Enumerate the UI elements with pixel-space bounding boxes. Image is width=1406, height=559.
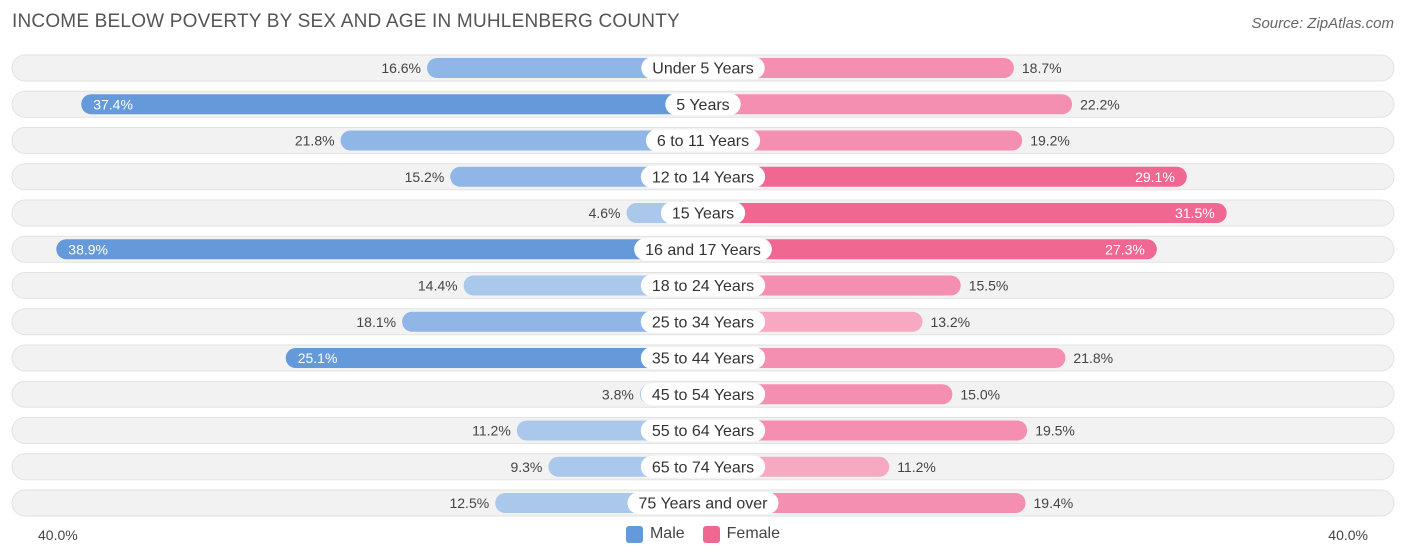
female-value-label: 15.5% — [969, 278, 1009, 294]
category-label: Under 5 Years — [652, 61, 753, 78]
female-bar — [703, 420, 1028, 441]
male-bar — [81, 94, 704, 115]
female-value-label: 18.7% — [1022, 60, 1062, 76]
category-label: 35 to 44 Years — [652, 351, 754, 368]
male-value-label: 14.4% — [418, 278, 458, 294]
category-pill — [627, 492, 779, 514]
female-value-label: 19.2% — [1030, 133, 1070, 149]
axis-right-label: 40.0% — [1328, 527, 1368, 543]
legend-label-male: Male — [649, 525, 685, 542]
category-pill — [640, 419, 766, 442]
category-pill — [640, 455, 766, 478]
male-value-label: 16.6% — [381, 60, 421, 76]
legend: Male Female — [0, 524, 1406, 544]
male-value-label: 18.1% — [356, 314, 396, 330]
female-bar — [703, 239, 1157, 260]
category-label: 75 Years and over — [639, 496, 769, 513]
category-pill — [634, 238, 772, 261]
male-bar — [427, 58, 703, 78]
female-bar — [703, 384, 953, 405]
category-pill — [640, 310, 766, 333]
category-label: 6 to 11 Years — [657, 133, 749, 150]
male-bar — [285, 348, 703, 368]
male-value-label: 25.1% — [298, 350, 338, 366]
female-value-label: 15.0% — [960, 386, 1000, 402]
female-value-label: 31.5% — [1175, 205, 1215, 221]
category-pill — [640, 274, 766, 297]
female-bar — [703, 203, 1227, 223]
category-pill — [640, 383, 766, 406]
male-value-label: 11.2% — [472, 423, 511, 439]
axis-left-label: 40.0% — [38, 527, 78, 543]
female-bar — [703, 348, 1066, 368]
category-pill — [660, 202, 746, 224]
male-value-label: 3.8% — [602, 386, 634, 402]
category-pill — [645, 129, 761, 152]
category-label: 12 to 14 Years — [652, 169, 754, 186]
category-pill — [640, 165, 766, 188]
category-label: 5 Years — [676, 97, 729, 114]
female-bar — [703, 130, 1023, 151]
male-value-label: 12.5% — [449, 495, 489, 511]
legend-swatch-male — [625, 525, 643, 543]
male-bar — [450, 166, 703, 187]
female-value-label: 27.3% — [1105, 241, 1145, 257]
male-value-label: 37.4% — [93, 96, 133, 112]
category-label: 45 to 54 Years — [652, 387, 754, 404]
source-label: Source: ZipAtlas.com — [1251, 15, 1394, 32]
male-value-label: 15.2% — [405, 169, 445, 185]
category-label: 16 and 17 Years — [645, 242, 761, 259]
category-pill — [665, 93, 741, 116]
female-bar — [703, 166, 1187, 187]
legend-item-male[interactable]: Male — [625, 525, 685, 543]
category-label: 18 to 24 Years — [652, 278, 754, 295]
category-pill — [641, 57, 765, 79]
male-bar — [402, 311, 703, 332]
chart-canvas: 16.6% 18.7% Under 5 Years 37.4% 22.2% 5 Years… — [11, 54, 1395, 517]
female-value-label: 22.2% — [1080, 96, 1120, 112]
category-label: 15 Years — [672, 206, 734, 223]
female-bar — [703, 275, 961, 296]
male-value-label: 38.9% — [68, 241, 108, 257]
female-value-label: 21.8% — [1073, 350, 1113, 366]
category-label: 55 to 64 Years — [652, 423, 754, 440]
female-value-label: 29.1% — [1135, 169, 1175, 185]
female-value-label: 19.5% — [1035, 423, 1075, 439]
male-bar — [340, 130, 703, 151]
legend-label-female: Female — [726, 525, 781, 542]
male-bar — [56, 239, 704, 260]
male-value-label: 9.3% — [510, 459, 542, 475]
female-bar — [703, 493, 1026, 513]
legend-swatch-female — [702, 525, 720, 543]
female-value-label: 13.2% — [930, 314, 970, 330]
chart-title: INCOME BELOW POVERTY BY SEX AND AGE IN M… — [12, 11, 680, 32]
category-pill — [640, 347, 766, 369]
male-value-label: 21.8% — [295, 133, 335, 149]
female-bar — [703, 58, 1014, 78]
female-bar — [703, 94, 1073, 115]
female-value-label: 19.4% — [1034, 495, 1074, 511]
male-value-label: 4.6% — [589, 205, 621, 221]
legend-item-female[interactable]: Female — [702, 525, 781, 543]
female-value-label: 11.2% — [897, 459, 936, 475]
category-label: 25 to 34 Years — [652, 314, 754, 331]
category-label: 65 to 74 Years — [652, 459, 754, 476]
